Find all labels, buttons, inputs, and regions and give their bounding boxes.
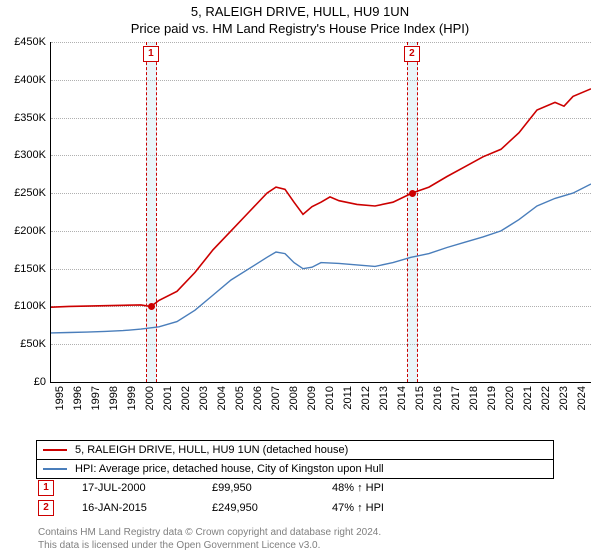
footer-line1: Contains HM Land Registry data © Crown c… [38, 527, 381, 538]
footer-line2: This data is licensed under the Open Gov… [38, 540, 320, 551]
legend-swatch [43, 468, 67, 470]
y-tick-label: £50K [0, 338, 46, 350]
event-row-hpi: 48% ↑ HPI [332, 482, 452, 494]
chart-area: 12 £0£50K£100K£150K£200K£250K£300K£350K£… [50, 42, 590, 402]
y-tick-label: £450K [0, 36, 46, 48]
legend-label: HPI: Average price, detached house, City… [75, 463, 384, 475]
y-tick-label: £0 [0, 376, 46, 388]
title-address: 5, RALEIGH DRIVE, HULL, HU9 1UN [0, 4, 600, 19]
event-row: 1 17-JUL-2000£99,95048% ↑ HPI [38, 480, 452, 496]
event-row-badge: 1 [38, 480, 54, 496]
legend-swatch [43, 449, 67, 451]
title-block: 5, RALEIGH DRIVE, HULL, HU9 1UN Price pa… [0, 0, 600, 36]
title-subtitle: Price paid vs. HM Land Registry's House … [0, 21, 600, 36]
event-row-hpi: 47% ↑ HPI [332, 502, 452, 514]
y-tick-label: £100K [0, 300, 46, 312]
y-tick-label: £400K [0, 74, 46, 86]
series-hpi [51, 184, 591, 333]
legend-row: 5, RALEIGH DRIVE, HULL, HU9 1UN (detache… [37, 441, 553, 460]
y-tick-label: £250K [0, 187, 46, 199]
y-tick-label: £350K [0, 112, 46, 124]
plot-frame: 12 [50, 42, 591, 383]
line-series-layer [51, 42, 591, 382]
footer-attribution: Contains HM Land Registry data © Crown c… [38, 526, 381, 552]
event-marker-dot [409, 190, 416, 197]
figure-root: 5, RALEIGH DRIVE, HULL, HU9 1UN Price pa… [0, 0, 600, 560]
series-address [51, 89, 591, 307]
event-row: 2 16-JAN-2015£249,95047% ↑ HPI [38, 500, 452, 516]
event-row-date: 17-JUL-2000 [82, 482, 212, 494]
event-row-price: £99,950 [212, 482, 332, 494]
event-row-date: 16-JAN-2015 [82, 502, 212, 514]
legend-label: 5, RALEIGH DRIVE, HULL, HU9 1UN (detache… [75, 444, 348, 456]
y-tick-label: £200K [0, 225, 46, 237]
event-row-price: £249,950 [212, 502, 332, 514]
legend-row: HPI: Average price, detached house, City… [37, 460, 553, 479]
y-tick-label: £300K [0, 149, 46, 161]
legend-box: 5, RALEIGH DRIVE, HULL, HU9 1UN (detache… [36, 440, 554, 479]
event-row-badge: 2 [38, 500, 54, 516]
event-table: 1 17-JUL-2000£99,95048% ↑ HPI 2 16-JAN-2015… [38, 480, 452, 520]
y-tick-label: £150K [0, 263, 46, 275]
